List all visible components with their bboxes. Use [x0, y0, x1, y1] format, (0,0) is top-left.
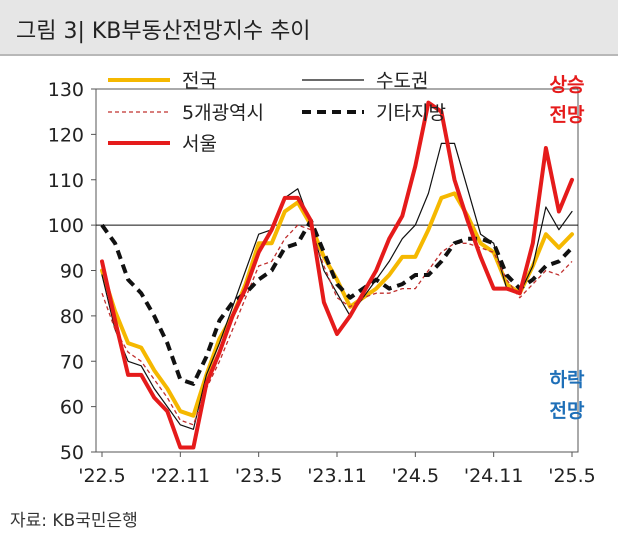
annotation-down-line1: 하락	[550, 369, 585, 391]
legend-label-seoul: 서울	[182, 133, 217, 155]
chart-title: 그림 3| KB부동산전망지수 추이	[16, 19, 311, 44]
x-tick-label: '24.5	[392, 465, 440, 487]
x-tick-label: '22.11	[151, 465, 211, 487]
y-tick-label: 50	[60, 442, 84, 464]
x-tick-label: '22.5	[78, 465, 126, 487]
annotation-up-line2: 전망	[550, 104, 585, 126]
x-tick-label: '24.11	[464, 465, 524, 487]
series-line-capital-region	[101, 142, 573, 430]
series-line-national	[100, 191, 574, 418]
x-tick-label: '25.5	[548, 465, 596, 487]
legend-label-national: 전국	[182, 70, 217, 92]
x-tick-label: '23.5	[235, 465, 283, 487]
line-chart: 50 60 70 80 90 100 110 120 130 '22.5 '22.11 '23.5 '2…	[48, 70, 596, 487]
y-tick-label: 120	[48, 124, 84, 146]
series-line-other-regions	[100, 218, 574, 386]
source-note: 자료: KB국민은행	[10, 511, 138, 531]
annotation-up-line1: 상승	[550, 74, 585, 96]
annotation-down-line2: 전망	[550, 400, 585, 422]
x-tick-label: '23.11	[307, 465, 367, 487]
y-tick-label: 80	[60, 306, 84, 328]
y-tick-label: 90	[60, 261, 84, 283]
title-bar: 그림 3| KB부동산전망지수 추이	[0, 0, 618, 56]
y-tick-label: 130	[48, 79, 84, 101]
legend-label-five-metro-cities: 5개광역시	[182, 102, 264, 124]
y-tick-label: 70	[60, 351, 84, 373]
y-tick-label: 100	[48, 215, 84, 237]
legend-label-capital-region: 수도권	[376, 70, 428, 92]
series-line-seoul	[100, 100, 574, 450]
legend-label-other-regions: 기타지방	[376, 102, 446, 124]
y-tick-label: 60	[60, 397, 84, 419]
y-tick-label: 110	[48, 170, 84, 192]
